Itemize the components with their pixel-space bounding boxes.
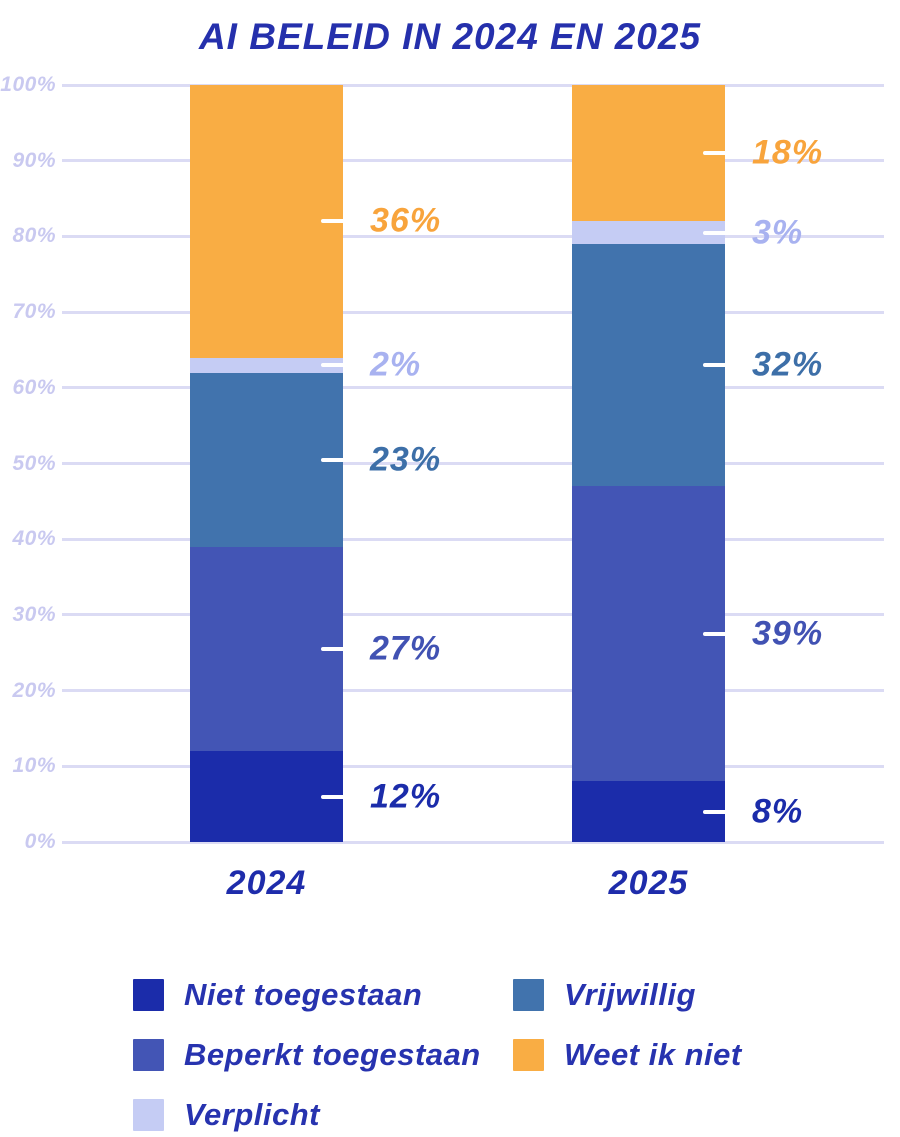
- value-tick: [321, 457, 348, 462]
- y-axis-tick-label: 60%: [12, 375, 56, 399]
- gridline: [62, 764, 884, 768]
- bar-segment: [572, 486, 725, 782]
- gridline: [62, 689, 884, 693]
- value-label: 18%: [752, 133, 824, 172]
- y-axis-tick-label: 0%: [24, 830, 56, 853]
- bar-segment: [572, 243, 725, 487]
- legend-swatch: [513, 1039, 544, 1071]
- category-label: 2025: [608, 864, 689, 902]
- value-label: 3%: [752, 213, 804, 252]
- value-tick: [703, 809, 730, 814]
- legend-label: Verplicht: [184, 1097, 320, 1132]
- value-tick: [321, 646, 348, 651]
- legend-label: Niet toegestaan: [184, 977, 423, 1012]
- gridline: [62, 386, 884, 390]
- value-tick: [321, 363, 348, 368]
- value-tick: [703, 363, 730, 368]
- legend-label: Beperkt toegestaan: [184, 1037, 481, 1072]
- y-axis-tick-label: 20%: [12, 678, 56, 702]
- gridline: [62, 310, 884, 314]
- gridline: [62, 840, 884, 844]
- legend-item: Verplicht: [133, 1097, 481, 1133]
- legend-swatch: [133, 979, 164, 1011]
- y-axis-tick-label: 40%: [12, 527, 56, 551]
- gridline: [62, 159, 884, 163]
- gridline: [62, 234, 884, 238]
- gridline: [62, 613, 884, 617]
- value-tick: [703, 230, 730, 235]
- y-axis-tick-label: 90%: [12, 148, 56, 172]
- y-axis-tick-label: 100%: [0, 73, 56, 96]
- legend-swatch: [133, 1039, 164, 1071]
- plot-area: 0% 10% 20% 30% 40% 50% 60% 70% 80% 90% 100% 12% 27% 2…: [0, 73, 900, 902]
- value-label: 36%: [370, 201, 442, 240]
- bar-segment: [190, 546, 343, 752]
- value-tick: [703, 151, 730, 156]
- legend-item: Weet ik niet: [513, 1037, 742, 1073]
- legend-label: Weet ik niet: [564, 1037, 742, 1072]
- legend-item: Beperkt toegestaan: [133, 1037, 481, 1073]
- legend-column: Vrijwillig Weet ik niet: [513, 977, 742, 1073]
- bar-segment: [190, 85, 343, 358]
- value-label: 8%: [752, 792, 804, 831]
- bar-segment: [190, 372, 343, 547]
- value-label: 2%: [370, 345, 422, 384]
- value-label: 23%: [370, 440, 442, 479]
- bar-segment: [190, 357, 343, 373]
- value-tick: [321, 794, 348, 799]
- y-axis-tick-label: 80%: [12, 224, 56, 248]
- legend-label: Vrijwillig: [564, 977, 696, 1012]
- y-axis-tick-label: 70%: [12, 300, 56, 324]
- legend-swatch: [133, 1099, 164, 1131]
- gridline: [62, 537, 884, 541]
- value-tick: [321, 219, 348, 224]
- chart-title: AI BELEID IN 2024 EN 2025: [198, 16, 702, 57]
- value-tick: [703, 631, 730, 636]
- y-axis-tick-label: 10%: [12, 754, 56, 778]
- gridline: [62, 462, 884, 465]
- bar-segment: [572, 221, 725, 244]
- legend-item: Niet toegestaan: [133, 977, 481, 1013]
- value-label: 32%: [752, 345, 824, 384]
- legend-swatch: [513, 979, 544, 1011]
- legend-item: Vrijwillig: [513, 977, 742, 1013]
- value-label: 39%: [752, 614, 824, 653]
- value-label: 27%: [370, 629, 442, 668]
- legend-column: Niet toegestaan Beperkt toegestaan Verplic…: [133, 977, 481, 1133]
- category-label: 2024: [226, 864, 307, 902]
- y-axis-tick-label: 50%: [12, 451, 56, 475]
- y-axis-tick-label: 30%: [12, 602, 56, 626]
- bar-segment: [190, 751, 343, 842]
- gridline: [62, 83, 884, 87]
- value-label: 12%: [370, 777, 442, 816]
- bar-segment: [572, 85, 725, 222]
- bar-segment: [572, 781, 725, 842]
